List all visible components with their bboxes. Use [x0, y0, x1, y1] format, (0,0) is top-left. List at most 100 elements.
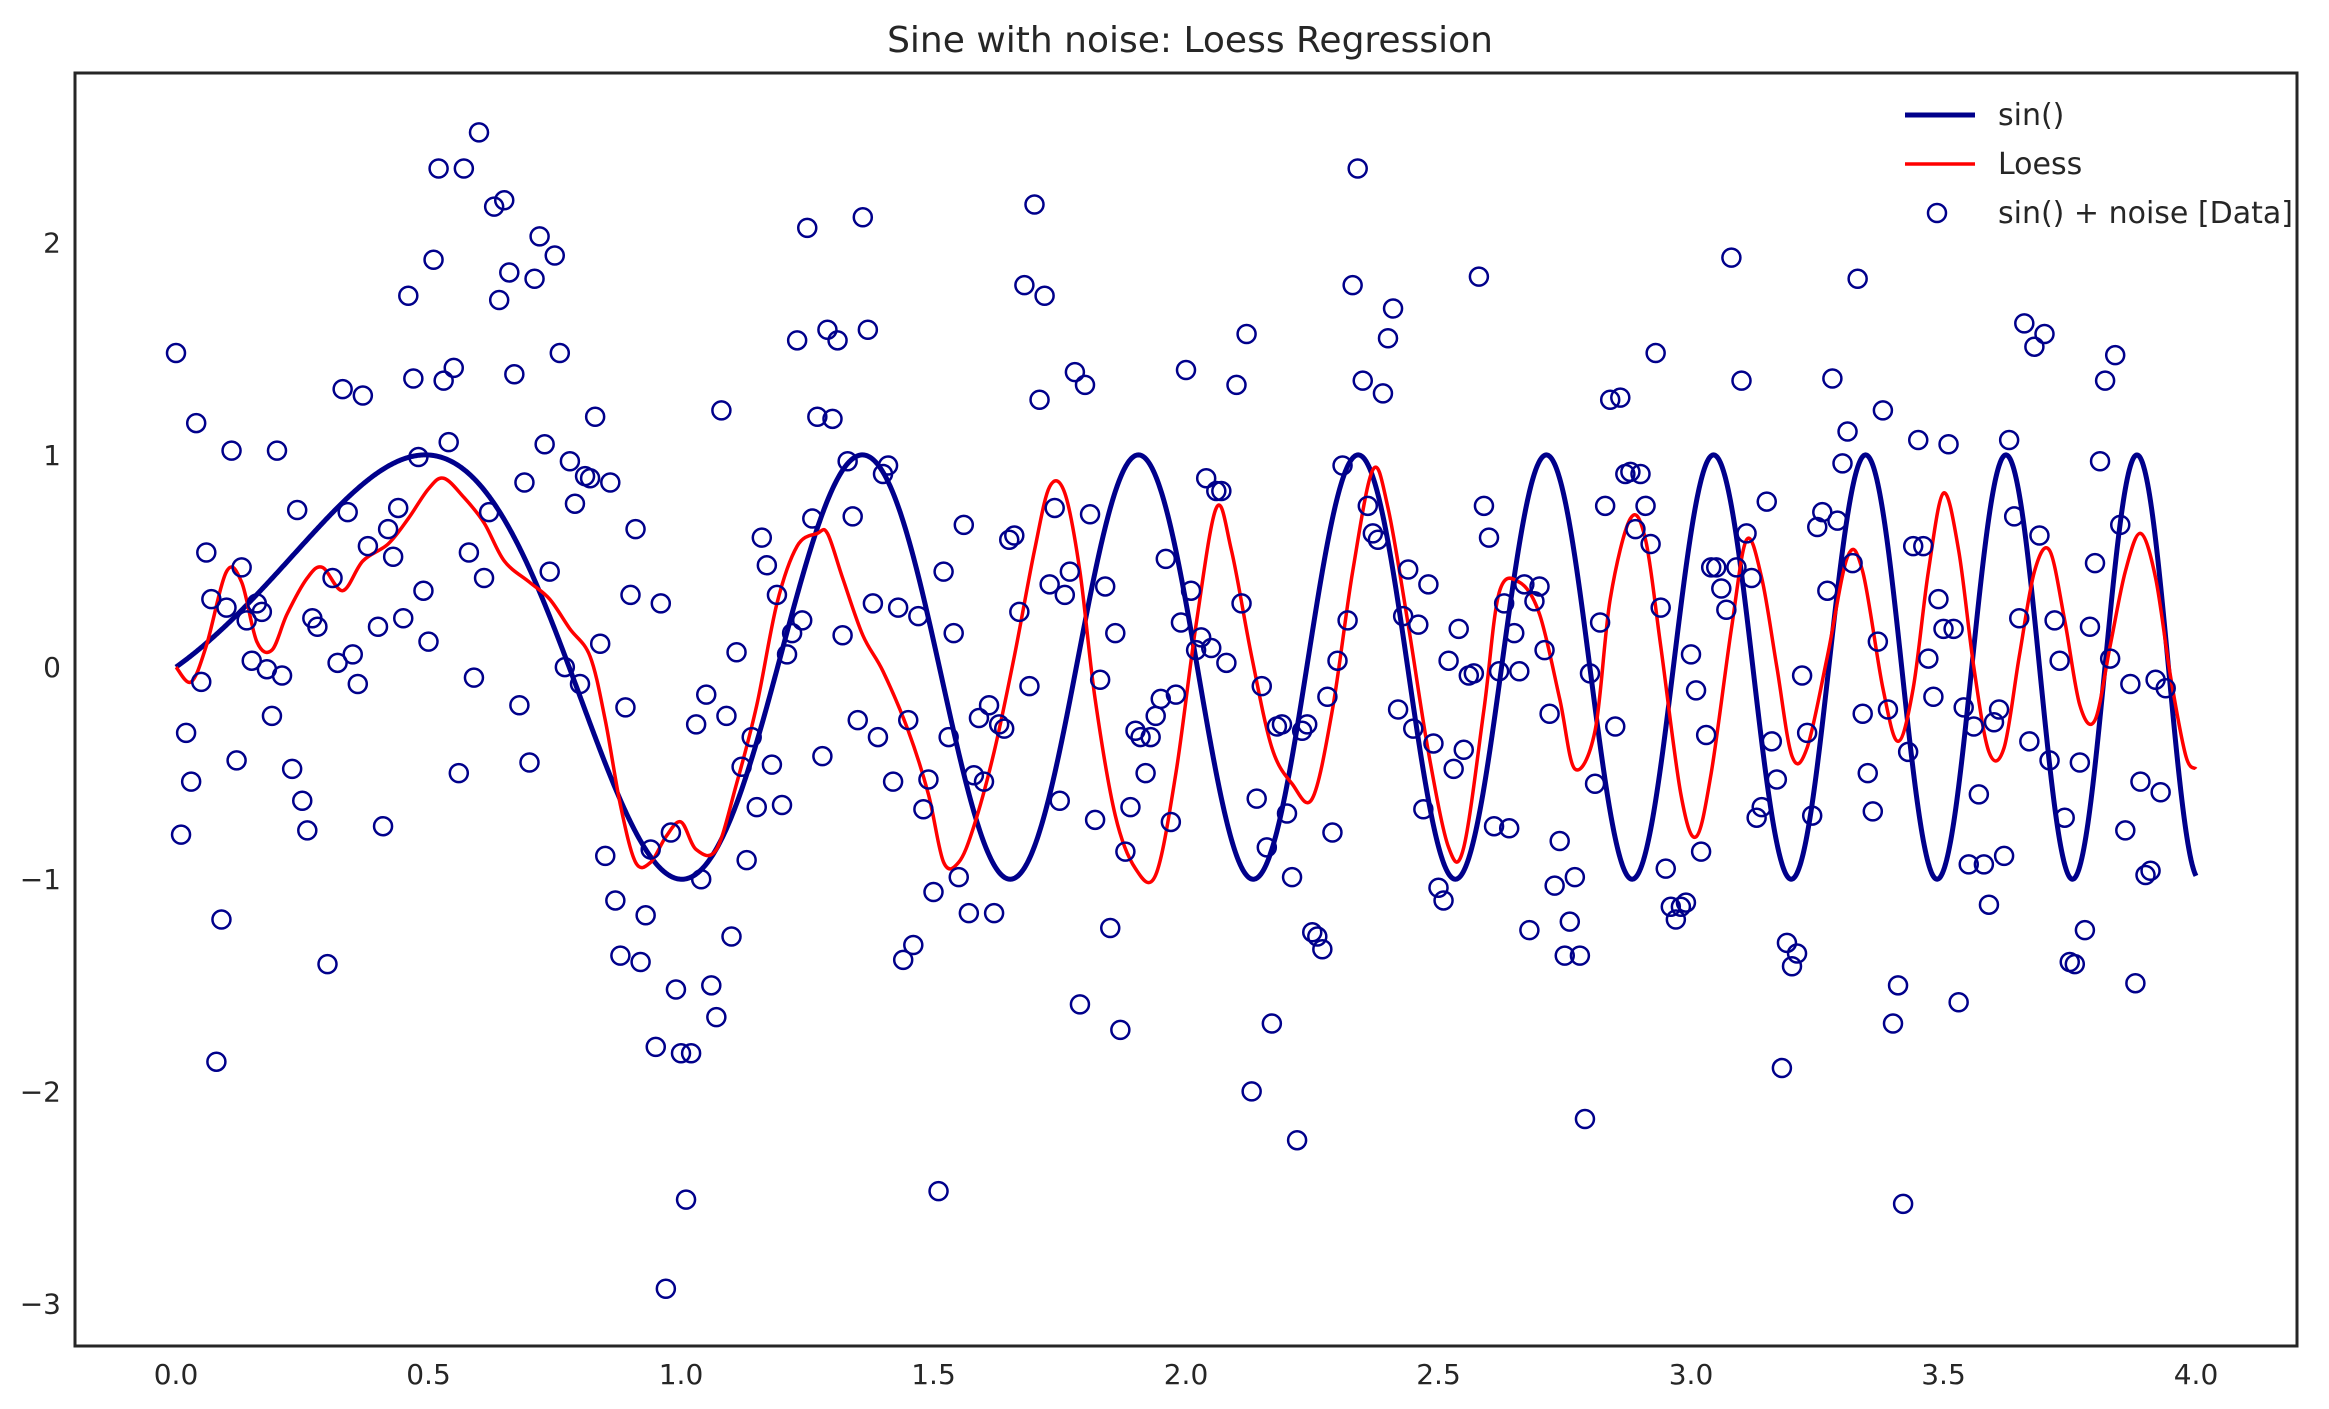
data-point	[1635, 495, 1656, 517]
data-point	[1059, 561, 1081, 582]
chart-title: Sine with noise: Loess Regression	[887, 20, 1493, 61]
data-point	[832, 624, 853, 646]
data-point	[1645, 342, 1666, 364]
data-point	[1372, 383, 1394, 404]
data-point	[1079, 504, 1101, 525]
data-point	[534, 434, 555, 455]
data-point	[625, 518, 646, 540]
y-tick-label: −2	[20, 1075, 61, 1108]
data-point	[1185, 639, 1207, 661]
data-point	[837, 451, 858, 472]
data-point	[549, 342, 571, 364]
data-point	[1231, 593, 1252, 614]
data-point	[1544, 875, 1565, 896]
data-point	[1731, 370, 1752, 391]
data-point	[443, 357, 464, 379]
data-point	[1928, 588, 1949, 610]
data-point	[665, 979, 687, 1000]
data-point	[2120, 673, 2141, 695]
data-point	[2089, 451, 2111, 472]
data-point	[1817, 580, 1838, 601]
data-point	[2125, 972, 2146, 994]
data-point	[595, 845, 616, 867]
data-point	[1524, 591, 1545, 612]
data-point	[403, 368, 424, 389]
data-point	[1690, 841, 1712, 862]
data-point	[438, 431, 459, 453]
data-point	[892, 949, 914, 971]
sin-series-line	[174, 452, 2199, 882]
data-point	[2104, 344, 2126, 366]
data-point	[827, 330, 848, 351]
data-point	[1281, 866, 1303, 888]
data-point	[1998, 429, 2020, 451]
data-point	[1256, 837, 1278, 858]
data-point	[2099, 648, 2121, 669]
data-point	[1423, 733, 1444, 754]
data-point	[1796, 722, 1818, 744]
data-point	[887, 597, 909, 618]
data-point	[1832, 453, 1853, 474]
data-point	[286, 499, 308, 521]
data-point	[1993, 845, 2015, 867]
data-point	[1296, 714, 1318, 735]
data-point	[1736, 523, 1757, 544]
data-point	[1564, 866, 1586, 888]
data-point	[1140, 726, 1161, 748]
data-point	[499, 262, 520, 283]
data-point	[938, 726, 959, 748]
data-point	[1165, 684, 1187, 705]
data-point	[1014, 274, 1035, 296]
data-point	[807, 406, 828, 427]
data-point	[1110, 1019, 1131, 1041]
data-point	[1413, 798, 1434, 820]
data-point	[1852, 703, 1873, 724]
data-point	[584, 406, 606, 427]
data-point	[428, 158, 449, 179]
data-point	[766, 584, 788, 606]
data-point	[211, 909, 232, 930]
data-point	[776, 644, 798, 665]
data-point	[903, 934, 924, 956]
data-point	[711, 400, 732, 421]
data-point	[1599, 389, 1621, 410]
data-point	[1438, 650, 1459, 671]
data-point	[1908, 429, 1929, 451]
data-point	[1786, 943, 1808, 964]
data-point	[1428, 877, 1449, 898]
data-point	[751, 527, 773, 548]
data-point	[1271, 714, 1293, 735]
data-point	[1867, 631, 1889, 652]
data-point	[1559, 911, 1581, 932]
data-point	[398, 285, 419, 307]
data-point	[2064, 953, 2086, 975]
data-point	[1115, 841, 1136, 862]
data-point	[746, 796, 767, 818]
data-point	[281, 758, 303, 780]
data-point	[1453, 739, 1474, 761]
data-point	[2029, 525, 2050, 546]
data-point	[1261, 1013, 1283, 1034]
data-point	[1842, 552, 1863, 574]
data-point	[554, 656, 576, 678]
data-point	[1211, 480, 1232, 502]
data-point	[1933, 618, 1954, 640]
data-point	[605, 890, 626, 911]
data-point	[1902, 535, 1924, 557]
data-point	[943, 622, 964, 644]
data-point	[1054, 584, 1076, 606]
data-point	[2014, 313, 2035, 334]
x-tick-label: 2.5	[1416, 1358, 1461, 1391]
data-point	[1478, 527, 1500, 548]
data-point	[635, 905, 656, 926]
data-point	[1847, 268, 1868, 290]
data-point	[1155, 548, 1177, 570]
data-point	[973, 771, 995, 792]
data-point	[791, 610, 813, 631]
legend: sin() Loess sin() + noise [Data]	[1905, 98, 2293, 231]
data-point	[423, 249, 444, 270]
data-point	[1044, 497, 1065, 519]
data-point	[393, 608, 414, 629]
data-point	[2039, 750, 2060, 771]
